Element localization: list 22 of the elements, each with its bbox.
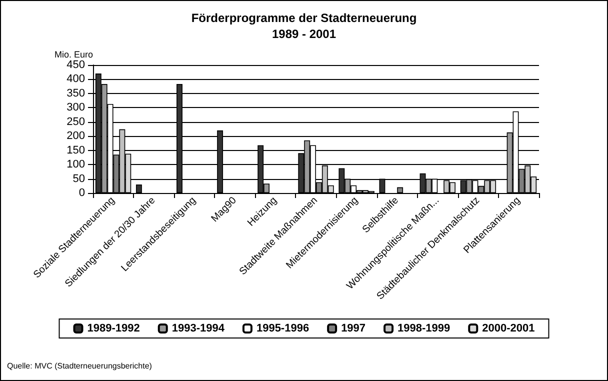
y-axis-title: Mio. Euro — [54, 50, 93, 60]
legend-label: 1998-1999 — [398, 322, 450, 334]
y-tick-label: 0 — [78, 187, 85, 199]
legend-label: 1993-1994 — [172, 322, 226, 334]
y-tick-label: 250 — [66, 116, 85, 128]
bar — [136, 184, 142, 193]
y-tick-label: 100 — [66, 158, 85, 171]
chart-title: Förderprogramme der Stadterneuerung — [191, 11, 417, 25]
y-tick-label: 350 — [66, 87, 85, 100]
legend-label: 1989-1992 — [87, 322, 140, 334]
y-tick-label: 200 — [66, 130, 85, 142]
y-tick-label: 150 — [66, 144, 85, 156]
legend-label: 1995-1996 — [256, 322, 310, 334]
legend-label: 1997 — [341, 322, 366, 334]
y-tick-label: 450 — [66, 59, 85, 71]
y-tick-label: 400 — [66, 73, 85, 86]
y-tick-label: 50 — [72, 172, 85, 185]
source-note: Quelle: MVC (Stadterneuerungsberichte) — [7, 362, 152, 370]
bar — [397, 187, 404, 193]
chart-subtitle: 1989 - 2001 — [272, 27, 336, 41]
y-tick-label: 300 — [66, 102, 85, 114]
legend-label: 2000-2001 — [482, 322, 535, 334]
